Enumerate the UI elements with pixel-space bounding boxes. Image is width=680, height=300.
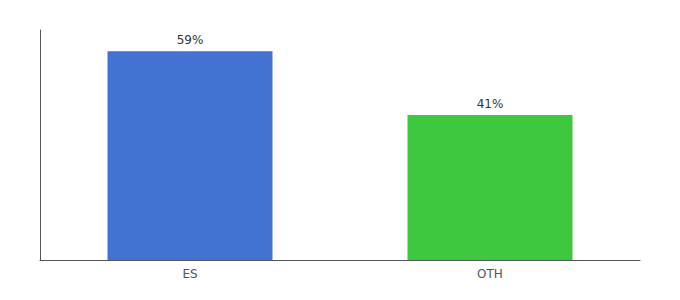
svg-text:41%: 41% — [477, 97, 504, 111]
svg-text:OTH: OTH — [477, 267, 503, 281]
svg-text:59%: 59% — [177, 33, 204, 47]
svg-text:ES: ES — [182, 267, 197, 281]
